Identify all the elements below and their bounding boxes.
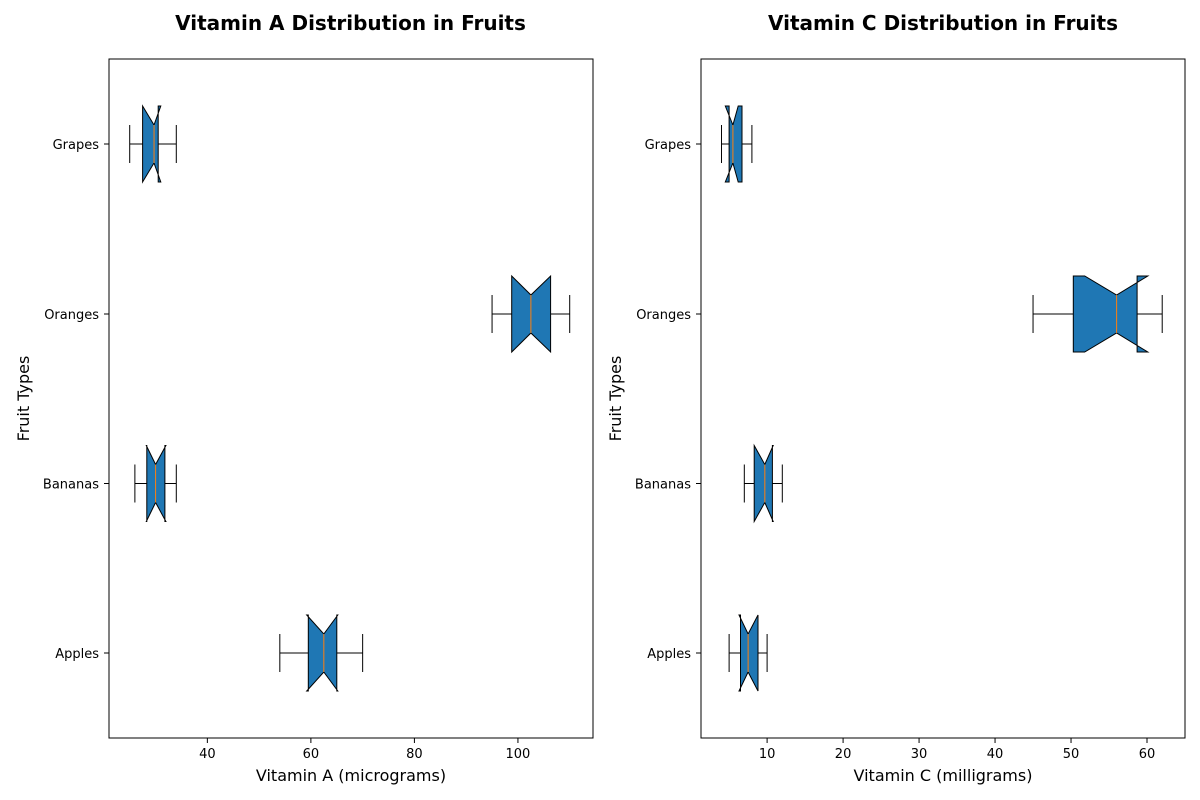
plot-frame (108, 58, 594, 739)
x-tick-label: 50 (1063, 747, 1080, 762)
x-tick-label: 10 (759, 747, 776, 762)
y-tick-label: Bananas (43, 478, 99, 493)
x-tick-label: 80 (406, 747, 423, 762)
x-axis-label: Vitamin A (micrograms) (256, 766, 446, 785)
box-apples (279, 614, 364, 692)
y-tick-label: Grapes (53, 138, 100, 153)
box-bananas (743, 443, 783, 524)
box-oranges (1032, 275, 1163, 353)
x-tick-label: 60 (303, 747, 320, 762)
x-tick-label: 40 (199, 747, 216, 762)
box-grapes (721, 105, 753, 183)
vitamin-a-chart: Vitamin A Distribution in Fruits 40 60 80 1… (14, 11, 594, 785)
x-tick-label: 40 (987, 747, 1004, 762)
y-tick-label: Apples (55, 647, 99, 662)
notched-box (305, 614, 339, 692)
box-bananas (134, 445, 177, 522)
x-tick-label: 60 (1139, 747, 1156, 762)
chart-title: Vitamin A Distribution in Fruits (175, 11, 526, 35)
y-tick-label: Oranges (44, 308, 99, 323)
y-axis-label: Fruit Types (14, 356, 33, 442)
plot-frame (700, 58, 1186, 739)
y-tick-label: Bananas (635, 478, 691, 493)
y-tick-label: Oranges (636, 308, 691, 323)
notched-box (145, 445, 167, 522)
x-tick-label: 20 (835, 747, 852, 762)
x-tick-label: 100 (506, 747, 531, 762)
x-tick-label: 30 (911, 747, 928, 762)
notched-box (1072, 275, 1150, 353)
vitamin-c-chart: Vitamin C Distribution in Fruits 10 20 30 4… (606, 11, 1186, 785)
y-axis-label: Fruit Types (606, 356, 625, 442)
box-oranges (491, 274, 571, 354)
notched-box (753, 443, 774, 524)
chart-title: Vitamin C Distribution in Fruits (768, 11, 1118, 35)
box-grapes (129, 104, 177, 184)
x-axis-label: Vitamin C (milligrams) (854, 766, 1033, 785)
notched-box (724, 105, 743, 183)
box-apples (728, 614, 768, 692)
notched-box (142, 104, 162, 184)
y-tick-label: Grapes (645, 138, 692, 153)
y-tick-label: Apples (647, 647, 691, 662)
